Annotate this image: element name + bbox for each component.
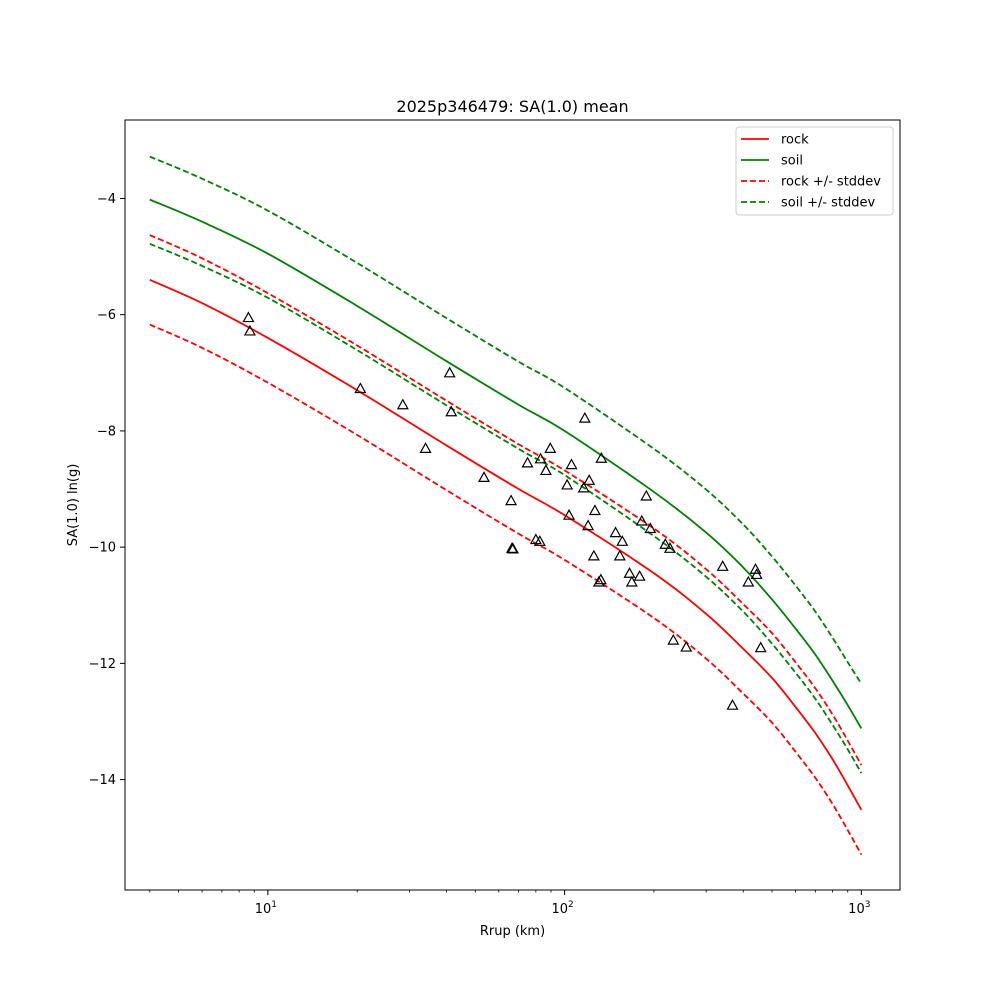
series-layer: [149, 155, 863, 855]
y-tick-label: −10: [89, 541, 116, 556]
observation-point: [594, 573, 607, 585]
legend-frame: [735, 126, 894, 216]
y-tick-label: −4: [97, 192, 116, 207]
observation-point: [644, 522, 657, 534]
y-tick-label: −14: [89, 773, 116, 788]
observation-point: [659, 537, 672, 549]
observation-point: [354, 382, 367, 394]
observation-point: [506, 542, 520, 554]
observation-point: [445, 405, 458, 417]
observation-point: [754, 641, 767, 653]
observation-point: [595, 451, 608, 463]
y-tick-label: −6: [97, 308, 116, 323]
observation-point: [588, 504, 601, 516]
observation-point: [667, 633, 680, 645]
observation-point: [742, 575, 755, 587]
x-axis: 101 102 103: [149, 890, 870, 917]
series-line-5-lower: [149, 242, 863, 774]
observation-point: [243, 324, 256, 336]
observation-point: [749, 562, 762, 574]
observation-point: [563, 508, 576, 520]
observation-point: [663, 542, 676, 553]
observations-layer: [242, 311, 767, 710]
y-tick-label: −8: [97, 424, 116, 439]
observation-point: [583, 474, 596, 485]
observation-point: [623, 567, 636, 578]
x-tick-label: 102: [551, 900, 573, 917]
observation-point: [505, 494, 518, 506]
observation-point: [726, 698, 739, 710]
observation-point: [609, 526, 622, 538]
observation-point: [578, 411, 591, 423]
observation-point: [750, 568, 763, 580]
y-axis: −4 −6 −8 −10 −12 −14: [89, 192, 125, 788]
observation-point: [396, 398, 409, 410]
observation-point: [565, 458, 578, 470]
observation-point: [625, 575, 638, 587]
series-line-2-upper: [149, 234, 863, 766]
x-tick-label: 101: [255, 900, 277, 917]
y-tick-label: −12: [89, 657, 116, 672]
observation-point: [539, 464, 552, 476]
observation-point: [716, 560, 729, 571]
observation-point: [242, 311, 255, 323]
legend-label: rock +/- stddev: [781, 175, 881, 190]
observation-point: [613, 549, 626, 561]
legend: rock soil rock +/- stddev soil +/- stddev: [735, 126, 894, 216]
y-axis-label: SA(1.0) ln(g): [66, 464, 81, 547]
observation-point: [477, 471, 491, 482]
series-line-1-main: [149, 198, 863, 729]
legend-label: soil: [781, 154, 803, 169]
series-line-3-lower: [149, 323, 863, 855]
plot-area: [124, 119, 901, 891]
observation-point: [443, 366, 456, 378]
x-tick-label: 103: [848, 900, 870, 917]
observation-point: [680, 640, 693, 652]
observation-point: [533, 535, 546, 546]
observation-point: [544, 442, 557, 453]
observation-point: [521, 456, 534, 468]
observation-point: [577, 481, 590, 493]
series-line-4-upper: [149, 155, 863, 685]
observation-point: [616, 535, 629, 546]
observation-point: [633, 569, 646, 581]
legend-label: rock: [781, 133, 809, 148]
plot-frame: [124, 119, 901, 891]
chart-title: 2025p346479: SA(1.0) mean: [396, 97, 628, 116]
x-axis-label: Rrup (km): [480, 924, 545, 939]
series-line-0-main: [149, 278, 863, 811]
observation-point: [561, 478, 574, 490]
observation-point: [582, 519, 595, 531]
observation-point: [635, 514, 648, 526]
legend-label: soil +/- stddev: [781, 196, 876, 211]
observation-point: [419, 442, 432, 453]
observation-point: [587, 549, 600, 561]
observation-point: [640, 489, 653, 501]
observation-point: [534, 452, 547, 464]
